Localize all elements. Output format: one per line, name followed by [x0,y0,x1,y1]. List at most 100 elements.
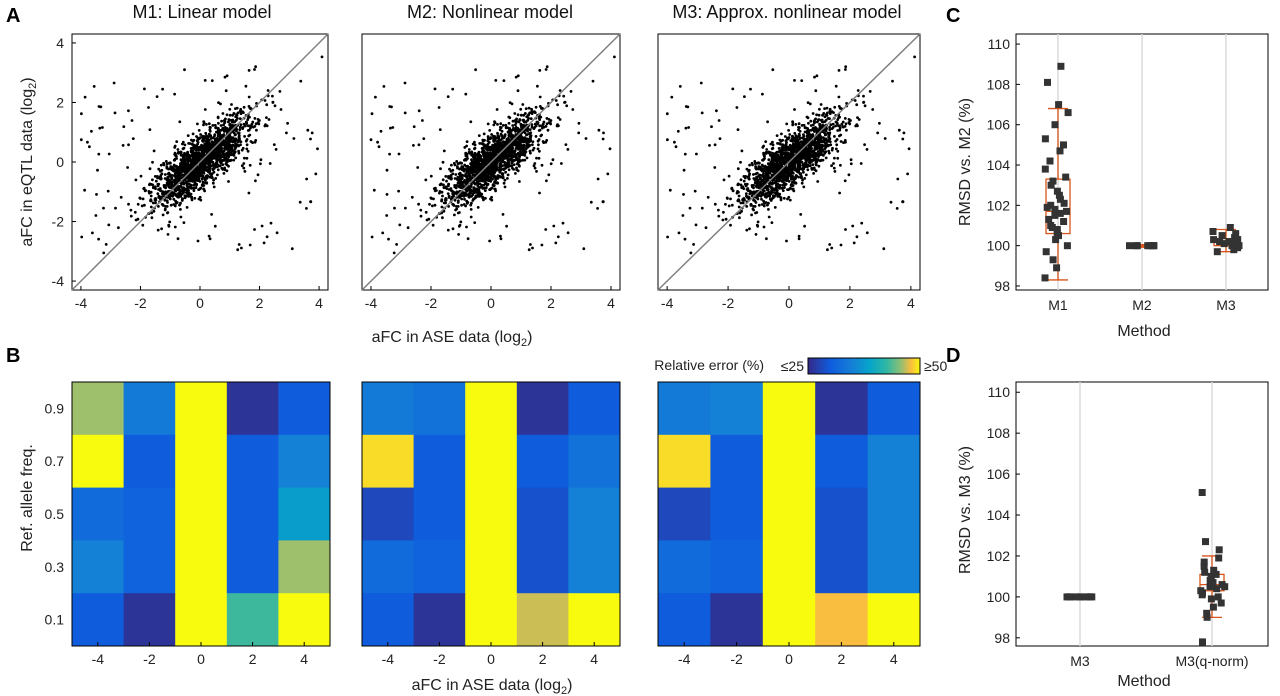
scatter-point [221,158,225,162]
scatter-point [397,152,401,156]
scatter-point [183,165,187,169]
scatter-point [750,213,753,217]
scatter-point [202,120,206,123]
scatter-point [509,129,513,133]
scatter-point [736,190,739,193]
scatter-point [410,195,414,199]
x-tick-label: 4 [315,295,323,311]
scatter-point [472,197,475,201]
scatter-point [217,101,220,104]
scatter-point [577,131,581,135]
scatter-point [736,128,740,132]
scatter-point [856,124,859,128]
scatter-point [824,127,828,131]
scatter-point [181,153,185,157]
scatter-point [194,159,198,162]
scatter-point [505,162,509,166]
scatter-point [149,205,153,209]
scatter-point [226,135,230,139]
scatter-point [739,178,743,182]
scatter-point [544,228,548,231]
scatter-point [469,208,473,211]
scatter-point [768,185,772,188]
scatter-point [107,223,111,227]
scatter-point [236,117,239,120]
scatter-point [750,190,754,194]
scatter-point [891,79,894,83]
scatter-point [787,129,790,132]
scatter-point [787,195,791,199]
scatter-point [191,175,195,179]
scatter-point [467,169,471,172]
scatter-point [83,95,87,99]
scatter-point [271,94,274,98]
scatter-point [741,201,745,205]
scatter-point [751,163,754,167]
scatter-point [185,206,189,209]
scatter-point [444,198,447,202]
scatter-point [740,149,744,153]
scatter-point [794,123,798,126]
scatter-point [215,165,218,168]
scatter-point [174,181,178,185]
scatter-point [540,163,544,167]
scatter-point [700,206,704,210]
scatter-point [561,221,565,225]
scatter-point [876,131,880,135]
scatter-point [466,201,470,204]
scatter-point [844,65,848,69]
scatter-point [531,246,534,250]
scatter-point [826,248,829,252]
scatter-point [156,175,159,178]
scatter-point [213,133,217,137]
scatter-point [154,201,157,205]
scatter-point [775,159,779,163]
scatter-point [217,121,220,125]
scatter-point [564,143,568,147]
scatter-point [511,119,515,123]
scatter-point [229,137,233,141]
scatter-point [762,204,766,208]
scatter-point [518,180,521,183]
scatter-point [865,148,869,151]
scatter-point [184,158,188,161]
scatter-point [510,102,514,106]
scatter-point [185,162,189,166]
scatter-point [453,213,456,217]
scatter-point [540,243,544,247]
scatter-point [204,181,207,185]
scatter-point [770,221,774,225]
scatter-point [97,237,100,241]
scatter-point [182,160,186,164]
scatter-point [513,119,517,122]
scatter-point [889,200,893,204]
scatter-point [831,126,835,129]
scatter-point [499,122,503,126]
scatter-point [527,248,531,252]
scatter-point [269,221,273,225]
scatter-point [238,128,242,132]
scatter-point [161,213,165,217]
scatter-point [171,167,175,171]
scatter-point [427,217,431,221]
scatter-point [86,140,89,144]
scatter-point [773,154,777,158]
scatter-point [189,192,192,196]
scatter-point [160,196,163,200]
scatter-point [524,112,527,115]
scatter-point [473,146,477,150]
scatter-point [403,111,407,115]
scatter-point [131,137,135,141]
scatter-point [194,169,198,172]
scatter-point [437,106,441,109]
x-tick-label: 2 [547,295,555,311]
scatter-point [230,103,233,106]
scatter-point [473,140,476,144]
scatter-point [391,126,395,129]
scatter-point [824,138,828,142]
scatter-point [162,163,166,167]
scatter-point [216,116,220,120]
scatter-point [228,144,232,148]
scatter-point [766,162,770,166]
scatter-point [159,177,163,181]
